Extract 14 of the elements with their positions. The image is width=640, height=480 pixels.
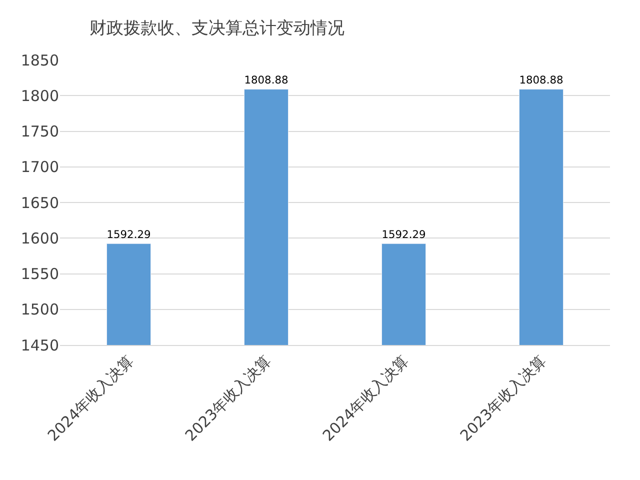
chart-title: 财政拨款收、支决算总计变动情况	[90, 18, 345, 38]
data-label: 1808.88	[519, 73, 564, 86]
y-tick-label: 1750	[20, 122, 59, 140]
y-tick-label: 1500	[20, 300, 59, 319]
y-tick-label: 1650	[20, 194, 59, 212]
y-tick-label: 1550	[20, 265, 59, 283]
data-label: 1592.29	[382, 228, 426, 241]
y-tick-label: 1700	[20, 158, 59, 176]
y-tick-label: 1850	[20, 51, 59, 70]
y-tick-label: 1450	[20, 336, 59, 354]
data-label: 1808.88	[244, 73, 288, 86]
data-label: 1592.29	[106, 228, 151, 241]
y-tick-label: 1800	[20, 86, 59, 105]
y-tick-label: 1600	[20, 229, 59, 248]
